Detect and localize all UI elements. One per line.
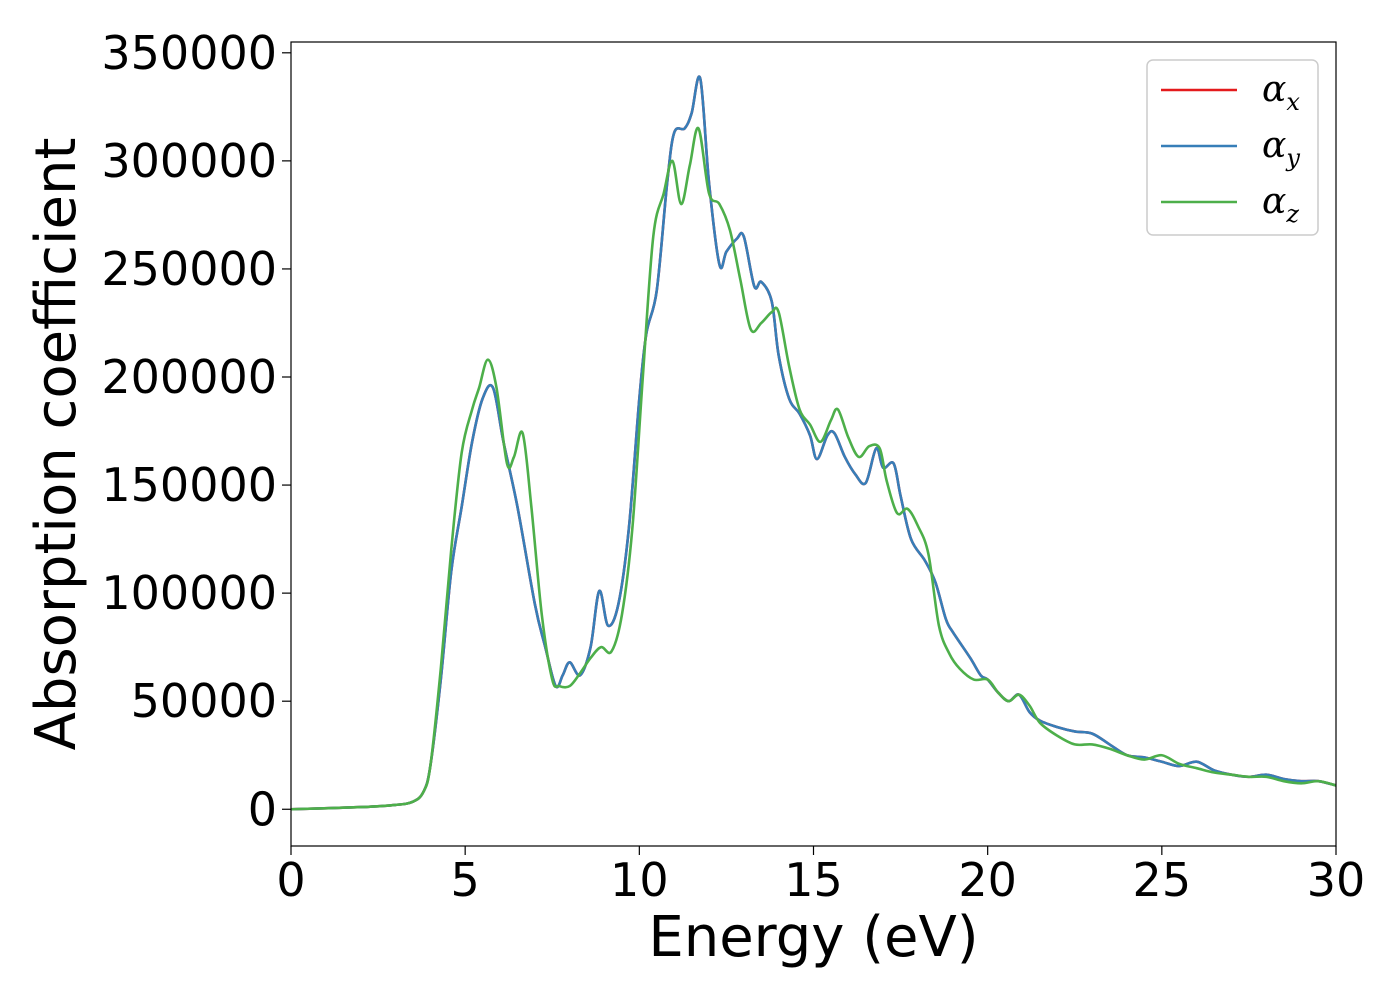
legend: αx αy αz [1146, 59, 1319, 236]
legend-box [1146, 59, 1319, 236]
y-tick-label: 100000 [101, 566, 277, 620]
y-tick-label: 200000 [101, 350, 277, 404]
y-axis: 0 50000 100000 150000 200000 250000 300000 3500… [101, 26, 291, 836]
y-tick-label: 300000 [101, 134, 277, 188]
series-line-y [291, 75, 1336, 811]
series-line-z [291, 126, 1336, 811]
x-tick-label: 5 [451, 853, 480, 907]
legend-label-y: αy [1262, 125, 1300, 172]
y-axis-title: Absorption coefficient [24, 138, 89, 751]
series-layer [291, 75, 1336, 811]
x-tick-label: 0 [276, 853, 305, 907]
y-tick-label: 150000 [101, 458, 277, 512]
y-tick-label: 350000 [101, 26, 277, 80]
y-tick-label: 0 [248, 782, 277, 836]
y-tick-label: 250000 [101, 242, 277, 296]
x-tick-label: 20 [958, 853, 1017, 907]
legend-label-z: αz [1262, 181, 1299, 228]
x-tick-label: 30 [1307, 853, 1366, 907]
legend-label-x: αx [1262, 69, 1300, 116]
x-tick-label: 25 [1133, 853, 1192, 907]
x-tick-label: 10 [610, 853, 669, 907]
x-axis-title: Energy (eV) [648, 905, 978, 970]
x-tick-label: 15 [784, 853, 843, 907]
y-tick-label: 50000 [131, 674, 277, 728]
x-axis: 0 5 10 15 20 25 30 [276, 846, 1365, 907]
